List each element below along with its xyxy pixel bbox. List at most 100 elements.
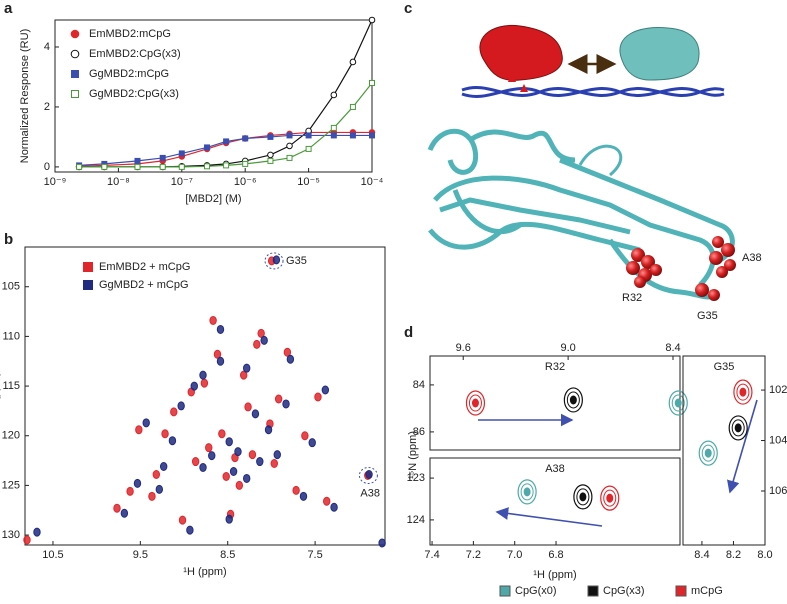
- data-point: [330, 124, 337, 131]
- data-point: [349, 103, 356, 110]
- contour-ring: [704, 448, 712, 458]
- peak: [314, 392, 322, 402]
- peak: [159, 462, 168, 472]
- x-tick-label: 7.2: [466, 549, 481, 561]
- series-line: [79, 134, 372, 167]
- y-tick-label: 110: [2, 330, 20, 342]
- legend-marker: [71, 70, 79, 78]
- peak: [161, 429, 169, 439]
- peak: [218, 429, 226, 439]
- data-point: [101, 163, 108, 170]
- peak: [244, 402, 252, 412]
- panel-label: c: [404, 0, 412, 17]
- panel-label: b: [4, 231, 13, 248]
- peak: [199, 463, 207, 473]
- peak: [256, 457, 264, 467]
- series-line: [79, 82, 373, 168]
- residue-spheres: [626, 236, 736, 301]
- peak: [668, 390, 688, 416]
- y-tick-label: 106: [769, 485, 787, 497]
- peak: [239, 370, 248, 380]
- contour-ring: [701, 444, 715, 462]
- peak: [199, 370, 207, 380]
- peak: [698, 440, 718, 466]
- peak: [270, 459, 278, 469]
- peak: [264, 425, 273, 435]
- x-tick-label: 8.4: [694, 549, 709, 561]
- x-tick-label: 8.0: [757, 549, 772, 561]
- data-point: [267, 157, 274, 164]
- peak: [113, 503, 121, 513]
- peak: [242, 473, 251, 483]
- peak: [222, 471, 230, 481]
- peak: [321, 385, 330, 395]
- x-tick-label: 10⁻⁶: [234, 176, 257, 188]
- data-point: [134, 157, 141, 164]
- x-tick-label: 8.4: [665, 342, 680, 354]
- peak: [330, 502, 338, 512]
- x-axis-label: [MBD2] (M): [185, 193, 241, 205]
- data-point: [305, 132, 312, 139]
- legend-label: EmMBD2:mCpG: [89, 28, 171, 40]
- peak: [365, 469, 373, 479]
- legend-marker: [71, 90, 79, 98]
- legend-label: mCpG: [691, 585, 723, 597]
- legend-swatch: [675, 585, 687, 597]
- peak: [308, 438, 316, 448]
- x-axis-label: ¹H (ppm): [183, 566, 226, 578]
- contour-ring: [520, 483, 534, 501]
- y-tick-label: 125: [2, 479, 20, 491]
- x-tick-label: 6.8: [548, 549, 563, 561]
- peak: [142, 418, 150, 428]
- annotation-circle: [358, 466, 378, 484]
- y-tick-label: 0: [44, 161, 50, 173]
- legend-label: CpG(x0): [515, 585, 557, 597]
- legend-label: EmMBD2 + mCpG: [99, 261, 190, 273]
- residue-label: R32: [622, 292, 642, 304]
- peak: [205, 443, 213, 453]
- peak: [286, 354, 295, 364]
- contour-ring: [579, 492, 587, 502]
- peak: [251, 409, 260, 419]
- peak: [168, 436, 177, 446]
- x-axis-label: ¹H (ppm): [533, 569, 576, 581]
- data-point: [159, 154, 166, 161]
- peak: [260, 335, 268, 345]
- y-tick-label: 102: [769, 384, 787, 396]
- data-point: [286, 132, 293, 139]
- peak: [573, 484, 593, 510]
- data-point: [223, 138, 230, 145]
- x-tick-label: 10.5: [42, 549, 63, 561]
- x-tick-label: 9.6: [456, 342, 471, 354]
- peak: [178, 515, 187, 525]
- contour-ring: [471, 398, 479, 408]
- data-point: [204, 163, 211, 170]
- legend-marker: [70, 49, 80, 59]
- x-tick-label: 10⁻⁷: [171, 176, 193, 188]
- peak: [126, 486, 134, 496]
- peak: [216, 356, 225, 366]
- peak: [213, 349, 222, 359]
- y-tick-label: 105: [2, 281, 20, 293]
- x-tick-label: 7.0: [507, 549, 522, 561]
- legend-label: GgMBD2 + mCpG: [99, 279, 189, 291]
- legend-swatch: [499, 585, 511, 597]
- peak: [235, 480, 244, 490]
- plot-frame: [682, 355, 766, 546]
- data-point: [134, 163, 141, 170]
- peak: [229, 466, 238, 476]
- subplot-title: R32: [545, 361, 565, 373]
- peak: [216, 324, 225, 334]
- data-point: [330, 132, 337, 139]
- legend-label: GgMBD2:CpG(x3): [89, 88, 179, 100]
- plot-frame: [54, 19, 373, 173]
- y-tick-label: 123: [407, 472, 425, 484]
- legend-label: EmMBD2:CpG(x3): [89, 48, 181, 60]
- x-tick-label: 7.5: [307, 549, 322, 561]
- peak: [299, 491, 308, 501]
- peak: [186, 525, 194, 535]
- data-point: [242, 135, 249, 142]
- series-line: [79, 131, 372, 167]
- peak: [135, 425, 143, 435]
